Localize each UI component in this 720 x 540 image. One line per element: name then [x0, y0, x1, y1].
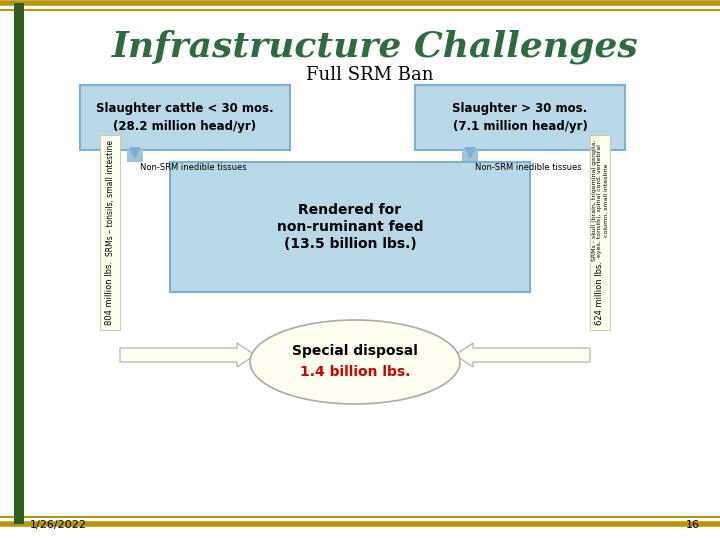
- FancyBboxPatch shape: [100, 135, 120, 330]
- Text: 804 million lbs.: 804 million lbs.: [106, 261, 114, 325]
- Ellipse shape: [250, 320, 460, 404]
- FancyBboxPatch shape: [590, 135, 610, 330]
- Text: SRMs – tonsils, small intestine: SRMs – tonsils, small intestine: [106, 140, 114, 256]
- Polygon shape: [120, 343, 255, 367]
- FancyBboxPatch shape: [170, 162, 530, 292]
- Text: Slaughter cattle < 30 mos.: Slaughter cattle < 30 mos.: [96, 102, 274, 115]
- Text: 1/26/2022: 1/26/2022: [30, 520, 87, 530]
- Text: (28.2 million head/yr): (28.2 million head/yr): [114, 120, 256, 133]
- Text: (7.1 million head/yr): (7.1 million head/yr): [453, 120, 588, 133]
- Text: Slaughter > 30 mos.: Slaughter > 30 mos.: [452, 102, 588, 115]
- Text: Infrastructure Challenges: Infrastructure Challenges: [112, 30, 639, 64]
- Text: Special disposal: Special disposal: [292, 344, 418, 358]
- Text: Non-SRM inedible tissues: Non-SRM inedible tissues: [140, 164, 247, 172]
- Text: non-ruminant feed: non-ruminant feed: [276, 220, 423, 234]
- Text: Full SRM Ban: Full SRM Ban: [306, 66, 433, 84]
- FancyBboxPatch shape: [415, 85, 625, 150]
- Text: 1.4 billion lbs.: 1.4 billion lbs.: [300, 365, 410, 379]
- Bar: [14, 3, 24, 524]
- Bar: [462, 150, 478, 162]
- Text: Rendered for: Rendered for: [298, 203, 402, 217]
- Text: 624 million lbs.: 624 million lbs.: [595, 261, 605, 325]
- Bar: [127, 150, 143, 162]
- Text: Non-SRM inedible tissues: Non-SRM inedible tissues: [475, 164, 582, 172]
- Text: (13.5 billion lbs.): (13.5 billion lbs.): [284, 237, 416, 251]
- Text: 16: 16: [686, 520, 700, 530]
- Text: SRMs - skull (brain, trigeminal ganglia,
eyes, tonsils), spinal cord, vertebral
: SRMs - skull (brain, trigeminal ganglia,…: [592, 140, 608, 261]
- Polygon shape: [455, 343, 590, 367]
- FancyBboxPatch shape: [80, 85, 290, 150]
